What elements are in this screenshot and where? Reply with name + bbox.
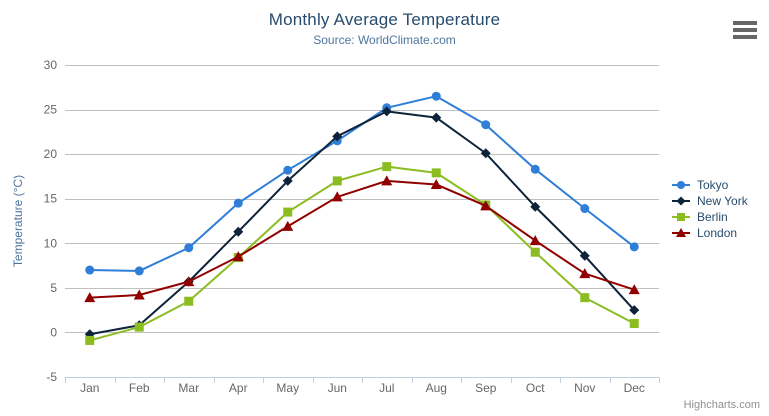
series-line: [88, 179, 636, 299]
x-axis-label: Mar: [178, 381, 199, 395]
circle-marker: [431, 91, 441, 101]
x-axis-label: Oct: [526, 381, 545, 395]
triangle-marker: [529, 235, 541, 246]
chart-title: Monthly Average Temperature: [268, 10, 501, 29]
triangle-marker: [430, 178, 442, 189]
x-axis-label: Sep: [475, 381, 497, 395]
circle-marker: [85, 265, 95, 275]
triangle-marker: [381, 175, 393, 186]
chart-subtitle: Source: WorldClimate.com: [313, 33, 456, 47]
legend-item-label: Tokyo: [697, 178, 729, 192]
legend-item-new-york[interactable]: New York: [672, 193, 748, 209]
diamond-marker: [233, 226, 244, 237]
x-axis-label: Jun: [328, 381, 347, 395]
diamond-marker: [676, 196, 686, 206]
legend: Tokyo New York Berlin London: [672, 177, 748, 241]
y-axis-label: -5: [46, 370, 57, 384]
x-axis-label: Feb: [129, 381, 150, 395]
legend-item-label: New York: [697, 194, 748, 208]
triangle-marker: [84, 292, 96, 303]
square-marker: [530, 247, 540, 257]
legend-item-london[interactable]: London: [672, 225, 748, 241]
square-marker: [134, 322, 144, 332]
triangle-marker: [480, 200, 492, 211]
square-marker: [283, 207, 293, 217]
diamond-marker: [431, 112, 442, 123]
x-axis-label: Nov: [574, 381, 595, 395]
hamburger-menu-icon: [733, 21, 757, 39]
diamond-marker: [629, 305, 640, 316]
london-legend-marker-icon: [672, 228, 690, 237]
y-axis-label: 10: [44, 236, 58, 250]
y-gridlines: [65, 65, 659, 378]
circle-marker: [481, 120, 491, 130]
y-axis-label: 20: [44, 147, 58, 161]
triangle-marker: [331, 191, 343, 202]
series-line: [88, 165, 636, 342]
y-axis-label: 30: [44, 58, 58, 72]
triangle-marker: [183, 276, 195, 287]
diamond-marker: [282, 175, 293, 186]
y-axis-label: 15: [44, 192, 58, 206]
legend-item-label: London: [697, 226, 738, 240]
x-axis-label: Dec: [624, 381, 645, 395]
credits-link[interactable]: Highcharts.com: [683, 399, 760, 411]
legend-item-label: Berlin: [697, 210, 728, 224]
y-axis-label: 25: [44, 103, 58, 117]
x-axis-label: Apr: [229, 381, 248, 395]
circle-marker: [134, 266, 144, 276]
square-marker: [85, 335, 95, 345]
series-line: [88, 95, 636, 272]
x-axis: Jan Feb Mar Apr May Jun Jul Aug Sep Oct Nov Dec: [65, 377, 660, 395]
legend-item-berlin[interactable]: Berlin: [672, 209, 748, 225]
x-axis-label: Aug: [426, 381, 447, 395]
triangle-marker: [676, 228, 686, 237]
y-axis-labels: 30 25 20 15 10 5 0 -5: [44, 58, 58, 384]
x-axis-label: Jan: [80, 381, 99, 395]
square-marker: [184, 296, 194, 306]
diamond-marker: [332, 131, 343, 142]
square-marker: [431, 168, 441, 178]
square-marker: [677, 213, 685, 221]
circle-marker: [530, 164, 540, 174]
new-york-legend-marker-icon: [672, 196, 690, 206]
square-marker: [382, 162, 392, 172]
x-axis-label: Jul: [379, 381, 394, 395]
x-axis-label: May: [276, 381, 299, 395]
series-tokyo: [85, 91, 639, 276]
y-axis-label: 0: [50, 325, 57, 339]
tokyo-legend-marker-icon: [672, 181, 690, 189]
triangle-marker: [133, 289, 145, 300]
triangle-marker: [282, 220, 294, 231]
circle-marker: [233, 198, 243, 208]
circle-marker: [629, 242, 639, 252]
triangle-marker: [628, 284, 640, 295]
y-axis-title: Temperature (°C): [11, 175, 25, 267]
diamond-marker: [480, 148, 491, 159]
square-marker: [629, 319, 639, 329]
circle-marker: [580, 204, 590, 214]
circle-marker: [184, 243, 194, 253]
triangle-marker: [579, 268, 591, 279]
diamond-marker: [579, 250, 590, 261]
square-marker: [332, 176, 342, 186]
y-axis-label: 5: [50, 281, 57, 295]
chart-context-menu-button[interactable]: [733, 21, 757, 39]
legend-item-tokyo[interactable]: Tokyo: [672, 177, 748, 193]
series-line: [88, 110, 636, 336]
diamond-marker: [530, 201, 541, 212]
series-new-york: [84, 106, 640, 340]
circle-marker: [677, 181, 685, 189]
square-marker: [580, 293, 590, 303]
series-london: [84, 175, 640, 303]
berlin-legend-marker-icon: [672, 213, 690, 221]
triangle-marker: [232, 251, 244, 262]
diamond-marker: [381, 106, 392, 117]
circle-marker: [283, 165, 293, 175]
